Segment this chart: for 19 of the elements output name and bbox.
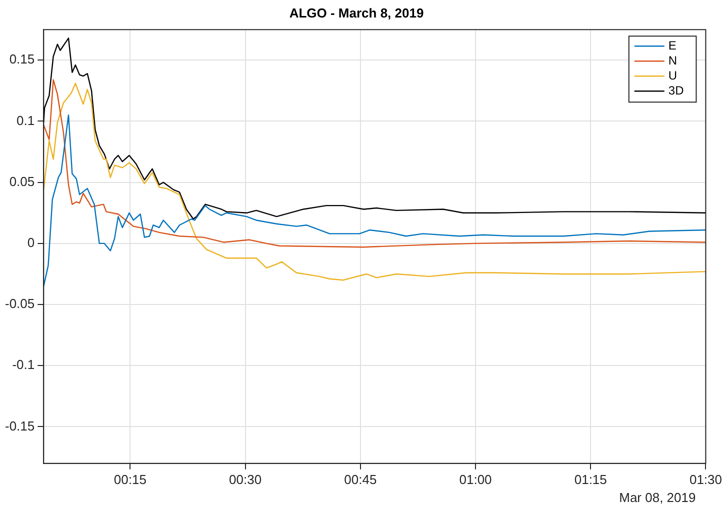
x-tick-label: 01:30 [689,472,722,487]
y-tick-label: -0.15 [4,418,35,434]
x-tick-label: 01:15 [574,472,607,487]
text: Mar 08, 2019 [619,490,696,506]
x-tick-label: 01:00 [459,472,492,487]
x-tick-label: 00:15 [114,472,146,487]
legend-label: 3D [668,83,684,98]
x-tick-label: 00:30 [229,472,262,487]
x-tick-label: 00:45 [344,472,377,487]
y-tick-label: 0.15 [9,52,35,67]
y-tick-label: 0.05 [9,174,35,189]
legend-label: E [668,38,676,52]
y-tick-label: -0.1 [12,357,35,372]
y-tick-label: 0.1 [16,112,35,128]
y-tick-label: -0.05 [4,296,35,312]
chart-title: ALGO - March 8, 2019 [289,5,424,20]
y-tick-label: 0 [27,235,35,250]
legend-label: N [668,53,678,68]
legend-label: U [668,68,678,82]
